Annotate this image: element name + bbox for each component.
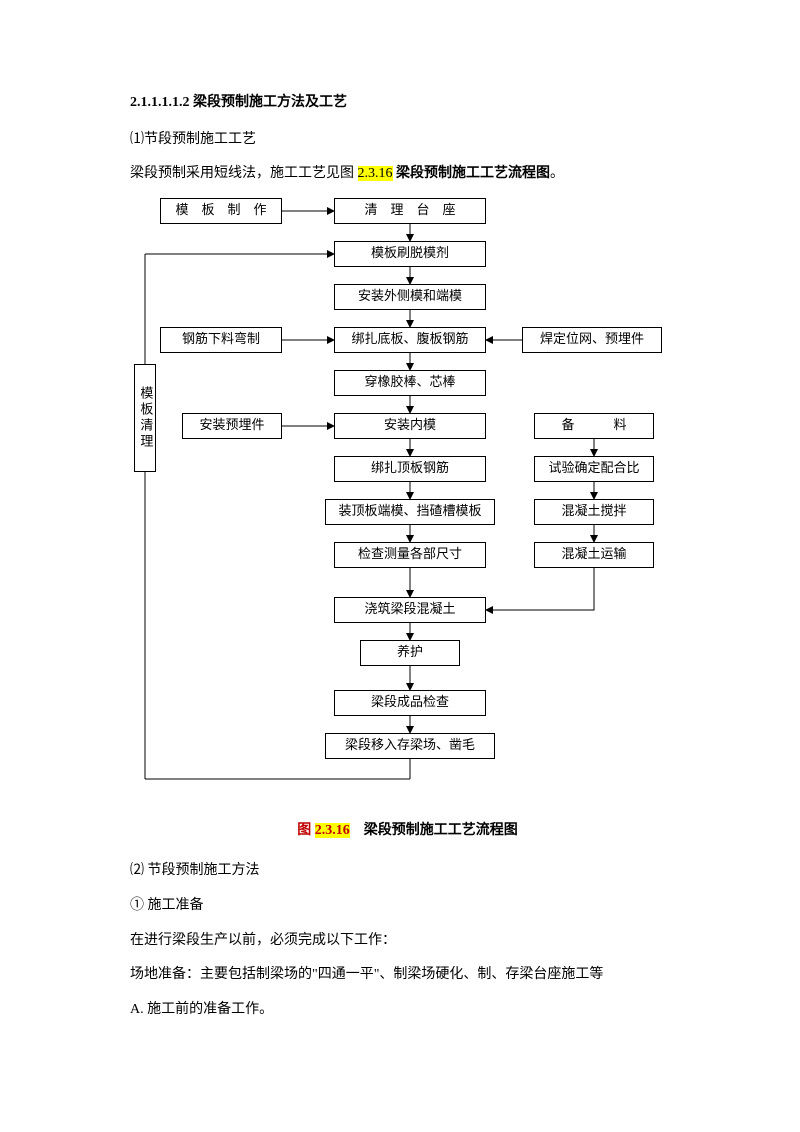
p2-bold: 梁段预制施工工艺流程图 — [393, 166, 551, 181]
flow-node-n5: 穿橡胶棒、芯棒 — [334, 370, 486, 396]
caption-title: 梁段预制施工工艺流程图 — [350, 823, 518, 838]
paragraph-7: A. 施工前的准备工作。 — [130, 997, 685, 1024]
flow-node-s8: 混凝土运输 — [534, 542, 654, 568]
section-heading: 2.1.1.1.1.2 梁段预制施工方法及工艺 — [130, 90, 685, 117]
p2-pre: 梁段预制采用短线法，施工工艺见图 — [130, 166, 358, 181]
flow-node-s4: 焊定位网、预埋件 — [522, 327, 662, 353]
flow-node-n4: 绑扎底板、腹板钢筋 — [334, 327, 486, 353]
paragraph-6: 场地准备：主要包括制梁场的"四通一平"、制梁场硬化、制、存梁台座施工等 — [130, 962, 685, 989]
flow-node-n2: 模板刷脱模剂 — [334, 241, 486, 267]
fig-ref-highlight: 2.3.16 — [358, 166, 393, 181]
flow-node-s5: 备 料 — [534, 413, 654, 439]
caption-pre: 图 — [297, 823, 315, 838]
flow-node-n13: 梁段移入存梁场、凿毛 — [325, 733, 495, 759]
flow-node-n3: 安装外侧模和端模 — [334, 284, 486, 310]
flowchart: 清 理 台 座模板刷脱模剂安装外侧模和端模绑扎底板、腹板钢筋穿橡胶棒、芯棒安装内… — [130, 196, 685, 806]
paragraph-1: ⑴节段预制施工工艺 — [130, 127, 685, 154]
paragraph-4: ① 施工准备 — [130, 893, 685, 920]
figure-caption: 图 2.3.16 梁段预制施工工艺流程图 — [130, 818, 685, 845]
flow-node-s2: 钢筋下料弯制 — [160, 327, 282, 353]
p2-end: 。 — [550, 166, 564, 181]
flow-node-v1: 模板清理 — [134, 364, 156, 472]
paragraph-3: ⑵ 节段预制施工方法 — [130, 858, 685, 885]
flow-node-n1: 清 理 台 座 — [334, 198, 486, 224]
flow-node-n7: 绑扎顶板钢筋 — [334, 456, 486, 482]
flow-node-s3: 安装预埋件 — [182, 413, 282, 439]
flow-node-s7: 混凝土搅拌 — [534, 499, 654, 525]
flow-node-n9: 检查测量各部尺寸 — [334, 542, 486, 568]
flow-node-n6: 安装内模 — [334, 413, 486, 439]
paragraph-2: 梁段预制采用短线法，施工工艺见图 2.3.16 梁段预制施工工艺流程图。 — [130, 161, 685, 188]
flow-node-s1: 模 板 制 作 — [160, 198, 282, 224]
flow-node-s6: 试验确定配合比 — [534, 456, 654, 482]
paragraph-5: 在进行梁段生产以前，必须完成以下工作： — [130, 928, 685, 955]
flow-node-n11: 养护 — [360, 640, 460, 666]
flow-node-n10: 浇筑梁段混凝土 — [334, 597, 486, 623]
flow-node-n12: 梁段成品检查 — [334, 690, 486, 716]
flow-node-n8: 装顶板端模、挡碴槽模板 — [325, 499, 495, 525]
caption-highlight: 2.3.16 — [315, 823, 350, 838]
